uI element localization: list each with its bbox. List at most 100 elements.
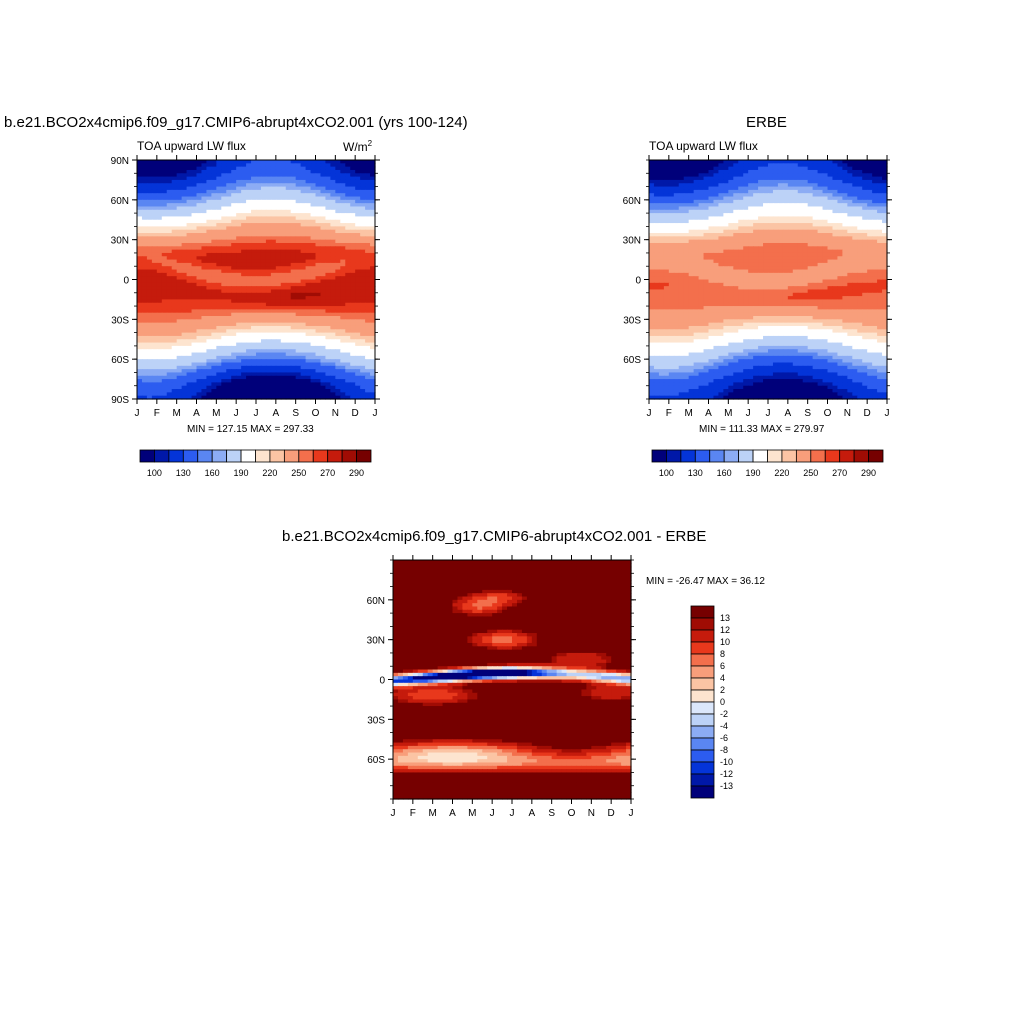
model-y-tick-label: 60S [111,355,129,366]
obs-colorbar-box [795,449,812,463]
diff-x-tick-label: S [548,808,555,819]
diff-colorbar-box [690,701,715,715]
obs-colorbar-label: 160 [717,468,732,478]
obs-y-tick-label: 30N [623,236,641,247]
diff-x-tick-label: F [410,808,416,819]
model-colorbar-box [139,449,155,463]
model-x-tick-label: F [154,408,160,419]
model-colorbar-box [255,449,271,463]
model-x-tick-label: M [212,408,220,419]
model-colorbar-box [168,449,184,463]
obs-x-tick-label: M [724,408,732,419]
diff-colorbar-box [690,677,715,691]
obs-x-tick-label: O [824,408,832,419]
model-units: W/m [343,140,368,154]
diff-colorbar-label: -10 [720,757,733,767]
model-colorbar-label: 160 [205,468,220,478]
model-colorbar-box [240,449,256,463]
diff-colorbar-box [690,689,715,703]
obs-x-tick-label: J [647,408,652,419]
model-y-tick-label: 90N [111,156,129,167]
diff-stats: MIN = -26.47 MAX = 36.12 [646,576,765,587]
diff-x-tick-label: M [468,808,476,819]
model-colorbar-box [154,449,170,463]
obs-colorbar-label: 290 [861,468,876,478]
diff-colorbar-box [690,629,715,643]
model-units-label: W/m2 [343,139,372,154]
model-heatmap [137,160,376,400]
diff-colorbar-label: -12 [720,769,733,779]
obs-x-tick-label: N [844,408,851,419]
diff-colorbar-box [690,641,715,655]
model-colorbar-box [226,449,242,463]
diff-colorbar-box [690,713,715,727]
obs-y-tick-label: 0 [635,276,641,287]
diff-colorbar-label: 13 [720,613,730,623]
diff-x-tick-label: O [568,808,576,819]
diff-colorbar-label: -6 [720,733,728,743]
diff-colorbar-box [690,605,715,619]
model-stats: MIN = 127.15 MAX = 297.33 [187,424,314,435]
obs-x-tick-label: A [705,408,712,419]
obs-x-tick-label: A [784,408,791,419]
obs-y-tick-label: 30S [623,315,641,326]
obs-colorbar-box [752,449,768,463]
obs-colorbar-label: 270 [832,468,847,478]
diff-y-tick-label: 0 [379,676,385,687]
obs-colorbar-box [839,449,855,463]
obs-colorbar-box [738,449,754,463]
model-y-tick-label: 90S [111,395,129,406]
diff-colorbar-box [690,725,715,739]
model-colorbar-box [197,449,213,463]
diff-colorbar-label: 10 [720,637,730,647]
model-plot-title: b.e21.BCO2x4cmip6.f09_g17.CMIP6-abrupt4x… [4,114,468,131]
model-colorbar-box [283,449,300,463]
obs-colorbar-label: 220 [774,468,789,478]
obs-colorbar-box [824,449,841,463]
diff-y-tick-label: 30N [367,636,385,647]
obs-colorbar-box [767,449,783,463]
diff-colorbar-label: 6 [720,661,725,671]
diff-colorbar-box [690,653,715,667]
obs-colorbar-box [680,449,696,463]
obs-colorbar-box [651,449,667,463]
diff-x-tick-label: D [608,808,615,819]
obs-x-tick-label: J [885,408,890,419]
diff-x-tick-label: J [629,808,634,819]
model-x-tick-label: M [172,408,180,419]
model-x-tick-label: A [272,408,279,419]
diff-colorbar-label: 4 [720,673,725,683]
model-colorbar-label: 270 [320,468,335,478]
obs-y-tick-label: 60S [623,355,641,366]
obs-colorbar-box [709,449,725,463]
diff-colorbar-box [690,785,715,799]
model-y-tick-label: 60N [111,196,129,207]
model-x-tick-label: J [254,408,259,419]
model-colorbar-box [211,449,228,463]
diff-colorbar-box [690,665,715,679]
obs-x-tick-label: S [804,408,811,419]
model-colorbar-box [341,449,357,463]
model-colorbar-label: 290 [349,468,364,478]
diff-colorbar-box [690,773,715,787]
model-x-tick-label: J [135,408,140,419]
model-y-tick-label: 30S [111,315,129,326]
diff-colorbar-box [690,761,715,775]
diff-colorbar-label: -8 [720,745,728,755]
diff-colorbar-label: 8 [720,649,725,659]
model-x-tick-label: A [193,408,200,419]
obs-colorbar-box [868,449,884,463]
obs-x-tick-label: M [684,408,692,419]
diff-colorbar-label: -2 [720,709,728,719]
diff-colorbar-box [690,617,715,631]
diff-colorbar-label: 2 [720,685,725,695]
diff-colorbar-label: -13 [720,781,733,791]
model-x-tick-label: N [332,408,339,419]
model-colorbar-box [312,449,329,463]
diff-x-tick-label: N [588,808,595,819]
obs-colorbar-label: 190 [746,468,761,478]
model-colorbar-box [356,449,372,463]
model-colorbar-label: 130 [176,468,191,478]
diff-y-tick-label: 30S [367,715,385,726]
